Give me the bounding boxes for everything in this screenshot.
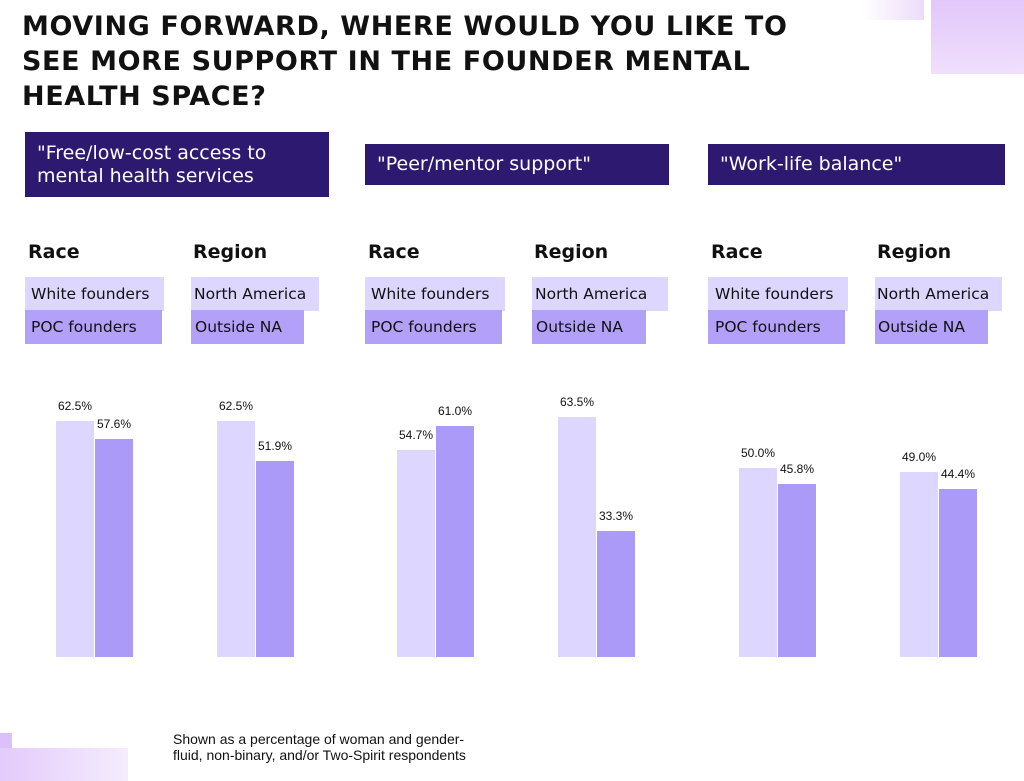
group-banner-peer-support: "Peer/mentor support" <box>365 144 669 185</box>
bar-series1-1 <box>217 420 255 657</box>
bar-series1-5 <box>900 471 938 657</box>
bar-series1-4 <box>739 468 777 657</box>
group-banner-work-life: "Work-life balance" <box>708 144 1005 185</box>
data-label: 54.7% <box>398 428 434 443</box>
data-label: 50.0% <box>740 446 776 460</box>
bar-series1-0 <box>56 420 94 657</box>
bar-series1-3 <box>558 416 596 657</box>
legend-north-america: North America <box>875 277 1002 311</box>
data-label: 62.5% <box>57 398 93 413</box>
data-label: 45.8% <box>779 461 815 476</box>
bar-series2-2 <box>436 426 474 657</box>
race-header: Race <box>711 241 763 263</box>
region-header: Region <box>534 241 609 263</box>
data-label: 49.0% <box>901 449 937 464</box>
bar-series2-3 <box>597 531 635 657</box>
legend-outside-na: Outside NA <box>532 310 646 344</box>
decorative-gradient-corner <box>931 0 1024 74</box>
bar-series2-4 <box>778 483 816 657</box>
legend-outside-na: Outside NA <box>875 310 988 344</box>
data-label: 62.5% <box>218 398 254 413</box>
footnote: Shown as a percentage of woman and gende… <box>173 731 466 763</box>
data-label: 33.3% <box>598 509 634 524</box>
decorative-gradient-top <box>862 0 924 20</box>
region-header: Region <box>193 241 268 263</box>
legend-poc-founders: POC founders <box>708 310 845 344</box>
legend-poc-founders: POC founders <box>365 310 502 344</box>
legend-poc-founders: POC founders <box>25 310 162 344</box>
legend-white-founders: White founders <box>708 277 848 311</box>
legend-white-founders: White founders <box>25 277 164 311</box>
data-label: 51.9% <box>257 438 293 453</box>
region-header: Region <box>877 241 952 263</box>
bar-series2-1 <box>256 460 294 657</box>
data-label: 61.0% <box>437 404 473 419</box>
legend-white-founders: White founders <box>365 277 505 311</box>
legend-north-america: North America <box>191 277 319 311</box>
group-banner-free-access: "Free/low-cost access to mental health s… <box>25 132 329 197</box>
legend-outside-na: Outside NA <box>191 310 304 344</box>
bar-series1-2 <box>397 450 435 657</box>
bar-series2-0 <box>95 439 133 657</box>
race-header: Race <box>28 241 80 263</box>
data-label: 44.4% <box>940 467 976 482</box>
race-header: Race <box>368 241 420 263</box>
legend-north-america: North America <box>532 277 668 311</box>
bar-series2-5 <box>939 489 977 657</box>
decorative-gradient-bottom <box>0 748 128 781</box>
data-label: 57.6% <box>96 417 132 432</box>
data-label: 63.5% <box>559 394 595 409</box>
chart-title: MOVING FORWARD, WHERE WOULD YOU LIKE TO … <box>22 11 788 112</box>
